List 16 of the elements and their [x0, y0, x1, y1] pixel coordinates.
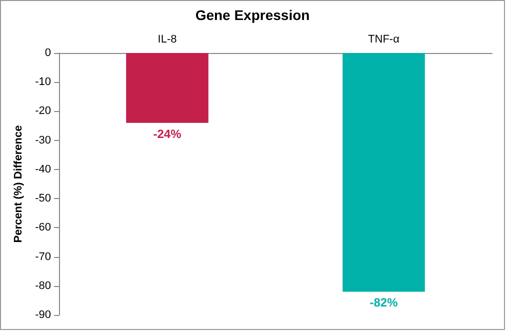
y-tick-label: -30 [35, 134, 51, 146]
y-tick-label: -60 [35, 222, 51, 234]
y-tick-label: -90 [35, 309, 51, 321]
data-label: -82% [370, 296, 398, 310]
y-tick-label: -10 [35, 76, 51, 88]
y-tick-label: -80 [35, 280, 51, 292]
y-axis-title: Percent (%) Difference [12, 125, 25, 243]
y-tick-label: -70 [35, 250, 51, 263]
data-label: -24% [153, 126, 182, 141]
y-tick-label: -20 [35, 105, 51, 118]
y-tick-label: -50 [35, 192, 51, 205]
y-tick-label: 0 [44, 47, 51, 59]
y-tick-label: -40 [35, 163, 51, 176]
chart-title: Gene Expression [195, 7, 310, 23]
x-tick-label: TNF-α [368, 34, 400, 46]
x-tick-label: IL-8 [158, 34, 177, 46]
